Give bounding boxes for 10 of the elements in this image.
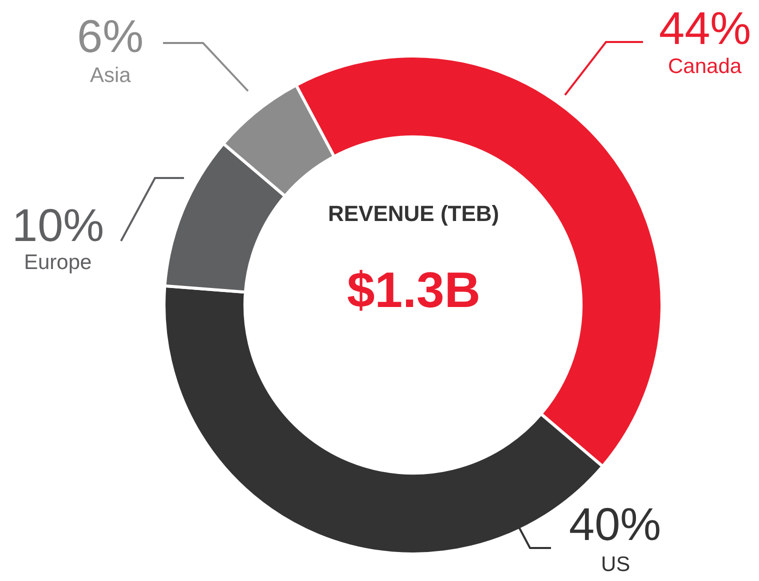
slice-label: Canada [668,55,742,78]
slice-label: US [601,553,630,576]
data-label: 40% [569,498,662,550]
slice-label: Europe [24,251,92,274]
text: $1.3B [347,262,480,318]
data-label: 6% [77,10,144,62]
slice-label: Asia [90,64,132,87]
data-label: 10% [12,199,104,251]
text: REVENUE (TEB) [328,201,500,226]
data-label: 44% [659,2,752,54]
